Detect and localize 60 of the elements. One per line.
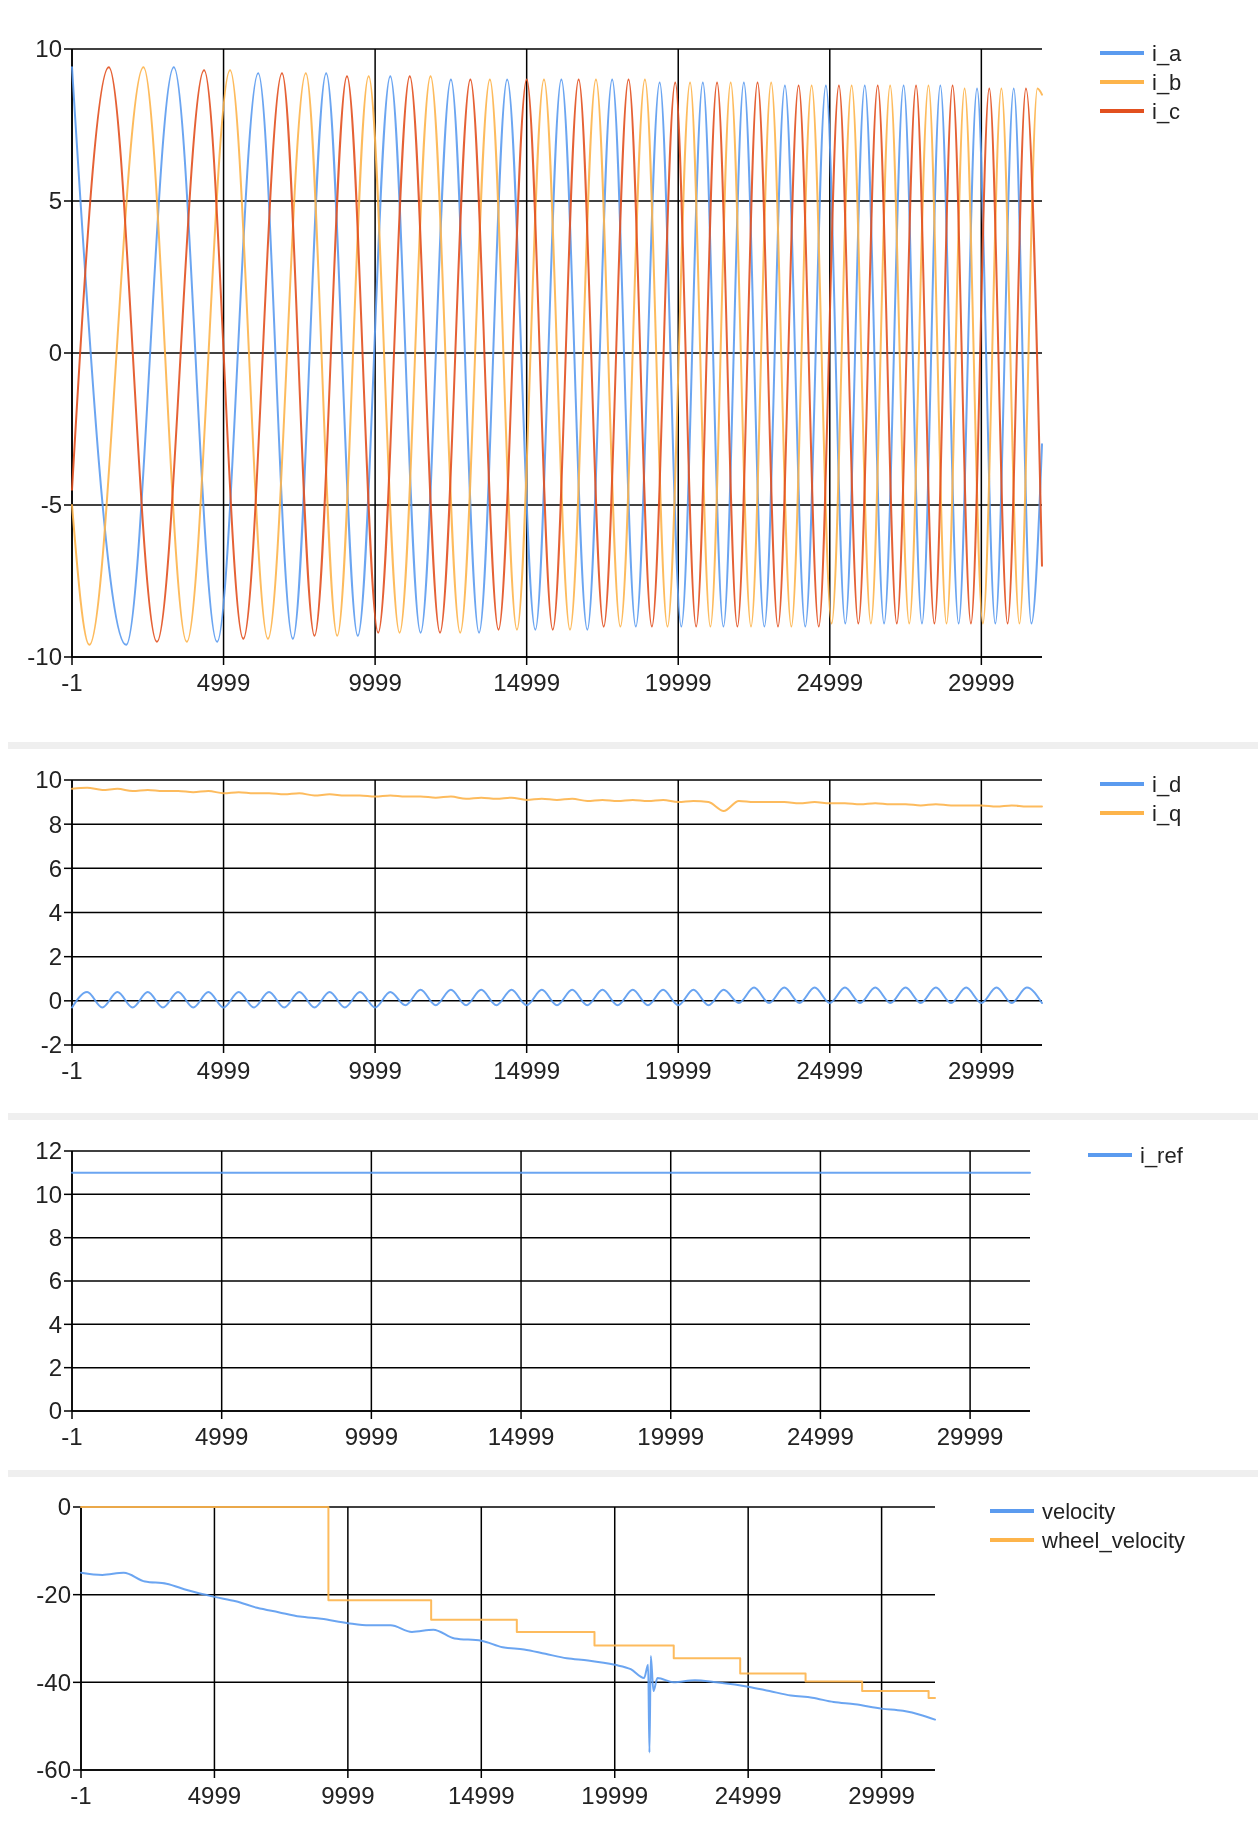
y-tick-label: -5: [40, 491, 62, 519]
y-tick-label: -10: [27, 643, 62, 671]
x-tick-label: 19999: [637, 1423, 705, 1450]
x-tick-label: 29999: [947, 669, 1015, 696]
y-tick-label: 4: [48, 898, 62, 926]
x-tick-label: -1: [61, 669, 83, 696]
x-tick-label: 24999: [796, 669, 864, 696]
y-tick-label: -2: [40, 1031, 62, 1059]
x-tick-label: 19999: [581, 1782, 649, 1809]
y-tick-label: 0: [48, 987, 62, 1015]
x-tick-label: 14999: [493, 1057, 561, 1084]
y-tick-label: -60: [36, 1756, 71, 1784]
x-tick-label: 9999: [344, 1423, 399, 1450]
x-tick-label: 29999: [848, 1782, 915, 1809]
y-tick-label: 5: [48, 187, 62, 215]
x-tick-label: 9999: [348, 1057, 402, 1084]
y-tick-label: 0: [48, 1397, 62, 1425]
x-tick-label: 4999: [194, 1423, 249, 1450]
y-tick-label: -40: [36, 1668, 71, 1696]
y-tick-label: 8: [48, 1224, 62, 1252]
x-tick-label: 14999: [487, 1423, 555, 1450]
x-tick-label: 29999: [936, 1423, 1004, 1450]
legend-label: i_b: [1152, 69, 1182, 95]
legend-label: wheel_velocity: [1041, 1527, 1186, 1553]
x-tick-label: -1: [70, 1782, 92, 1809]
y-tick-label: 2: [48, 943, 62, 971]
x-tick-label: -1: [61, 1423, 83, 1450]
x-tick-label: 19999: [644, 1057, 712, 1084]
y-tick-label: 2: [48, 1354, 62, 1382]
x-tick-label: 4999: [196, 1057, 251, 1084]
x-tick-label: 24999: [714, 1782, 782, 1809]
x-tick-label: 9999: [321, 1782, 375, 1809]
y-tick-label: 0: [48, 339, 62, 367]
x-tick-label: -1: [61, 1057, 83, 1084]
legend-label: velocity: [1042, 1498, 1116, 1524]
y-tick-label: 6: [48, 854, 62, 882]
x-tick-label: 19999: [644, 669, 712, 696]
x-tick-label: 29999: [947, 1057, 1015, 1084]
y-tick-label: 6: [48, 1267, 62, 1295]
y-tick-label: 12: [35, 1137, 62, 1165]
legend-label: i_d: [1152, 771, 1182, 797]
y-tick-label: 10: [35, 766, 62, 794]
legend-label: i_a: [1152, 40, 1183, 66]
x-tick-label: 9999: [348, 669, 402, 696]
legend-label: i_c: [1152, 98, 1181, 124]
legend-label: i_q: [1152, 800, 1182, 826]
y-tick-label: 10: [35, 1180, 62, 1208]
line-series: [71, 786, 1043, 812]
y-tick-label: 8: [48, 810, 62, 838]
x-tick-label: 14999: [493, 669, 561, 696]
y-tick-label: 10: [35, 35, 62, 63]
legend-label: i_ref: [1140, 1142, 1184, 1168]
y-tick-label: 4: [48, 1310, 62, 1338]
x-tick-label: 14999: [447, 1782, 515, 1809]
x-tick-label: 24999: [787, 1423, 854, 1450]
x-tick-label: 24999: [796, 1057, 864, 1084]
x-tick-label: 4999: [196, 669, 251, 696]
y-tick-label: 0: [57, 1493, 71, 1521]
x-tick-label: 4999: [187, 1782, 242, 1809]
y-tick-label: -20: [36, 1581, 71, 1609]
